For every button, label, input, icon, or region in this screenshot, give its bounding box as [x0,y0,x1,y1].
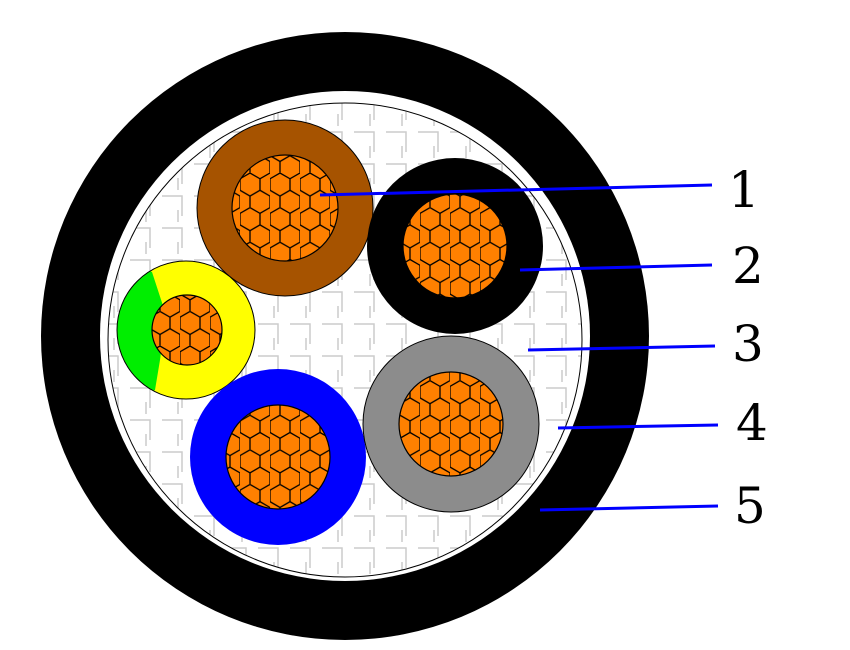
label-1: 1 [728,161,760,219]
label-2: 2 [732,237,764,295]
copper-conductor [151,294,223,366]
core-yellow-green [116,260,256,400]
core-brown [196,119,374,297]
copper-conductor [231,154,339,262]
copper-conductor [398,371,504,477]
leader-line-4 [557,423,719,430]
label-3: 3 [732,315,764,373]
label-4: 4 [736,394,768,452]
leader-line-1 [319,183,713,197]
copper-conductor [225,404,331,510]
leader-line-3 [527,344,716,352]
leader-line-5 [539,504,719,512]
leader-lines [319,183,719,512]
label-5: 5 [734,477,766,535]
copper-conductor [402,193,508,299]
core-gray [362,335,540,513]
leader-line-2 [519,263,713,272]
core-blue [190,369,366,545]
core-black [367,158,543,334]
